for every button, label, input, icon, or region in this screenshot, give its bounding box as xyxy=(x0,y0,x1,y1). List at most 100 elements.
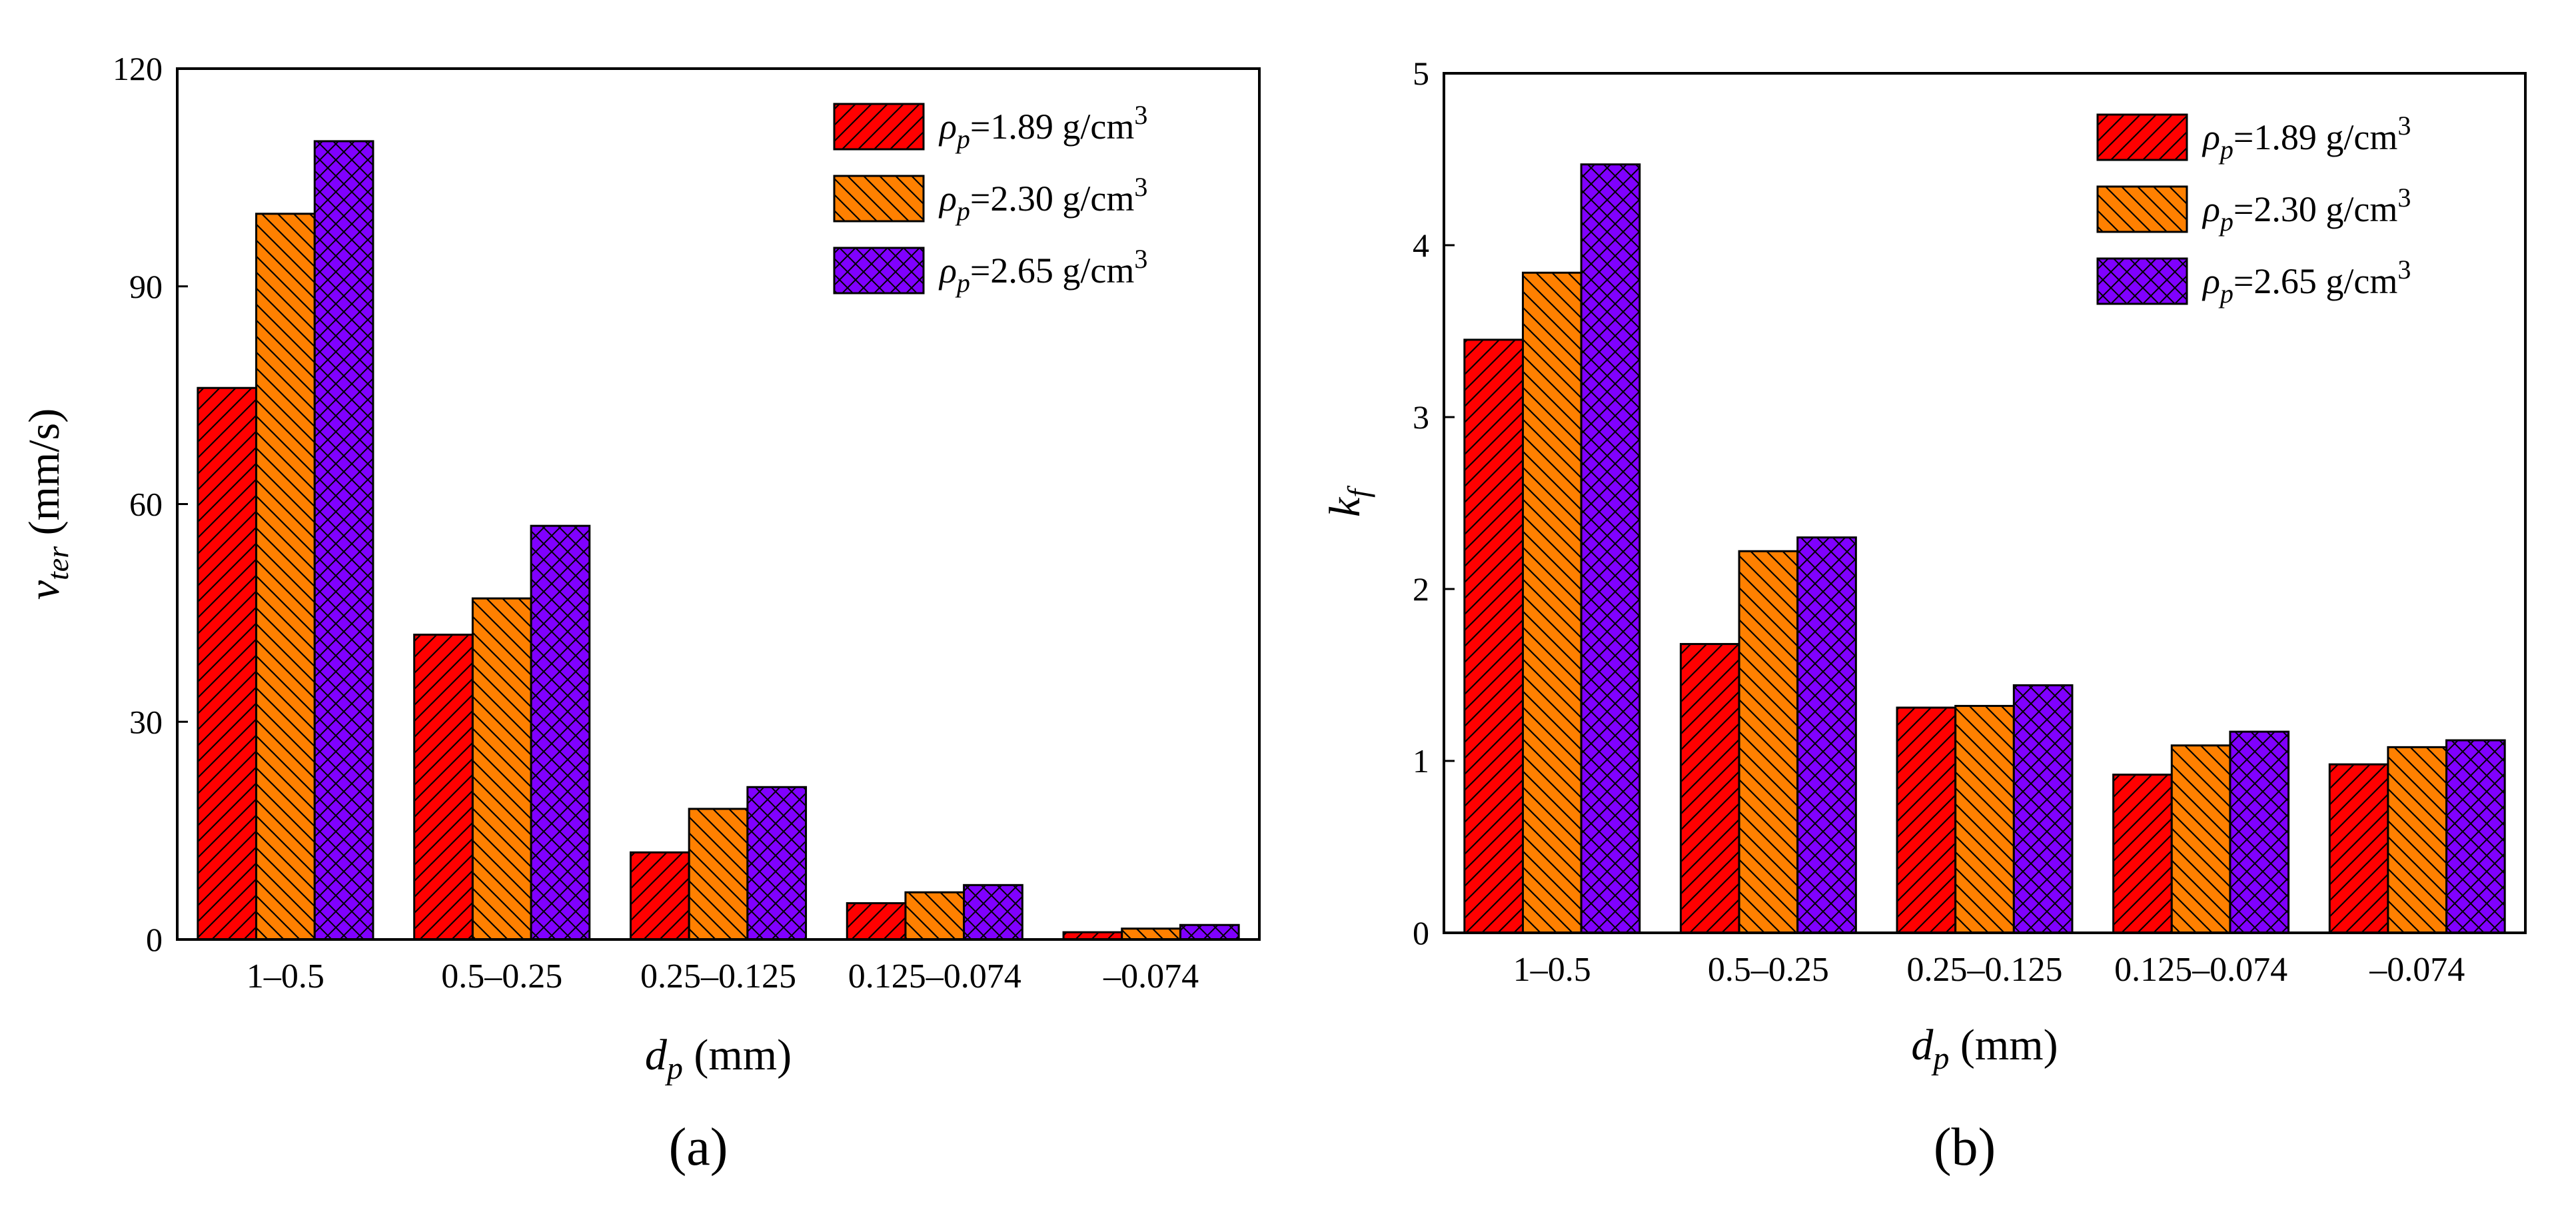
bar-hatch xyxy=(2387,746,2448,934)
bar-hatch xyxy=(530,524,591,941)
legend-label: ρp=2.30 g/cm3 xyxy=(2202,183,2411,237)
legend-item: ρp=1.89 g/cm3 xyxy=(2096,111,2411,165)
bar-hatch xyxy=(2112,774,2173,934)
legend-symbol: ρ xyxy=(938,251,957,291)
legend-item: ρp=2.65 g/cm3 xyxy=(833,244,1147,298)
x-tick-label: 0.25–0.125 xyxy=(640,957,796,995)
x-axis-symbol: d xyxy=(1911,1021,1934,1069)
legend-label: ρp=2.65 g/cm3 xyxy=(2202,255,2411,308)
legend-item: ρp=2.65 g/cm3 xyxy=(2096,255,2411,308)
x-tick-label: 0.125–0.074 xyxy=(2114,951,2287,989)
series-1-bars xyxy=(1463,338,2389,934)
y-axis-symbol: v xyxy=(20,580,69,600)
bar-hatch xyxy=(2328,763,2389,934)
legend-text-part: =2.65 g/cm xyxy=(2234,261,2397,301)
x-axis-subscript: p xyxy=(665,1051,683,1086)
y-tick-label: 4 xyxy=(1413,227,1429,264)
y-tick-label: 60 xyxy=(129,486,163,523)
legend-symbol: ρ xyxy=(2202,189,2220,229)
y-axis-title: vter (mm/s) xyxy=(20,408,75,600)
plot-frame xyxy=(1443,72,2527,934)
x-axis-title: dp (mm) xyxy=(645,1031,792,1086)
y-tick-label: 30 xyxy=(129,703,163,740)
bar-hatch xyxy=(1796,536,1857,934)
legend-superscript: 3 xyxy=(2397,183,2411,213)
bar-hatch xyxy=(746,786,808,941)
bar-hatch xyxy=(1679,643,1740,934)
legend-symbol: ρ xyxy=(2202,117,2220,157)
bar-hatch xyxy=(1954,704,2015,934)
y-axis-subscript: f xyxy=(1341,485,1375,498)
bar-hatch xyxy=(1179,923,1240,941)
chart-panel-b: 0 1 2 3 4 5 1–0.5 0.5–0.25 0.25–0.125 0.125–0.074… xyxy=(1321,55,2527,1177)
y-tick-label: 1 xyxy=(1413,742,1429,780)
legend-superscript: 3 xyxy=(2397,111,2411,141)
x-tick-label: –0.074 xyxy=(2369,951,2465,989)
y-axis-title: kf xyxy=(1321,485,1375,517)
legend-label: ρp=2.30 g/cm3 xyxy=(938,172,1147,226)
legend-item: ρp=2.30 g/cm3 xyxy=(2096,183,2411,237)
chart-panel-a: 0 30 60 90 120 1–0.5 0.5–0.25 0.25–0.125 0.125–0… xyxy=(20,50,1261,1177)
legend-label: ρp=2.65 g/cm3 xyxy=(938,244,1147,298)
bar-hatch xyxy=(471,597,532,941)
legend-swatch-hatch xyxy=(833,175,925,223)
series-2-bars xyxy=(1521,271,2448,934)
y-tick-label: 2 xyxy=(1413,570,1429,608)
bar-hatch xyxy=(1896,706,1957,934)
bar-hatch xyxy=(2445,739,2506,934)
legend-superscript: 3 xyxy=(2397,255,2411,285)
x-axis-title: dp (mm) xyxy=(1911,1021,2058,1076)
x-tick-label: 0.5–0.25 xyxy=(1708,951,1829,989)
legend-symbol: ρ xyxy=(938,179,957,219)
legend-symbol: ρ xyxy=(938,107,957,147)
legend-swatch-hatch xyxy=(2096,113,2188,161)
bar-hatch xyxy=(846,902,907,941)
bar-hatch xyxy=(413,634,474,941)
bar-hatch xyxy=(1521,271,1583,934)
legend-text-part: =1.89 g/cm xyxy=(2234,117,2397,157)
bar-hatch xyxy=(197,386,258,941)
legend-subscript: p xyxy=(2218,207,2234,237)
bar-hatch xyxy=(2229,730,2290,934)
legend-swatch-hatch xyxy=(833,103,925,151)
legend-text-part: =1.89 g/cm xyxy=(970,107,1134,147)
bar-hatch xyxy=(1738,550,1799,934)
legend-superscript: 3 xyxy=(1134,100,1147,130)
legend-swatch-hatch xyxy=(2096,257,2188,305)
panel-label: (b) xyxy=(1934,1118,1996,1177)
legend-superscript: 3 xyxy=(1134,244,1147,274)
x-tick-label: 0.25–0.125 xyxy=(1907,951,2063,989)
legend-symbol: ρ xyxy=(2202,261,2220,301)
bar-hatch xyxy=(1121,927,1181,941)
x-axis-unit: (mm) xyxy=(1949,1021,2058,1069)
y-axis-symbol: k xyxy=(1321,496,1369,517)
bar-hatch xyxy=(963,884,1023,941)
bar-hatch xyxy=(688,808,749,941)
legend-text-part: =2.30 g/cm xyxy=(2234,189,2397,229)
x-axis-symbol: d xyxy=(645,1031,668,1079)
legend-label: ρp=1.89 g/cm3 xyxy=(938,100,1147,154)
y-axis-unit: (mm/s) xyxy=(20,408,69,546)
bar-hatch xyxy=(255,213,316,941)
legend-subscript: p xyxy=(955,268,970,298)
legend-subscript: p xyxy=(2218,135,2234,165)
y-tick-label: 3 xyxy=(1413,398,1429,436)
legend-subscript: p xyxy=(2218,279,2234,308)
legend-subscript: p xyxy=(955,196,970,226)
x-tick-label: 1–0.5 xyxy=(247,957,324,995)
legend-item: ρp=1.89 g/cm3 xyxy=(833,100,1147,154)
panel-label: (a) xyxy=(669,1118,728,1177)
legend-subscript: p xyxy=(955,124,970,154)
y-tick-label: 0 xyxy=(1413,914,1429,951)
x-tick-label: 0.125–0.074 xyxy=(848,957,1021,995)
x-axis-subscript: p xyxy=(1931,1041,1949,1076)
legend-swatch-hatch xyxy=(833,247,925,295)
legend-text-part: =2.65 g/cm xyxy=(970,251,1134,291)
y-tick-label: 90 xyxy=(129,268,163,305)
y-tick-label: 0 xyxy=(146,921,163,958)
x-tick-label: 0.5–0.25 xyxy=(441,957,562,995)
